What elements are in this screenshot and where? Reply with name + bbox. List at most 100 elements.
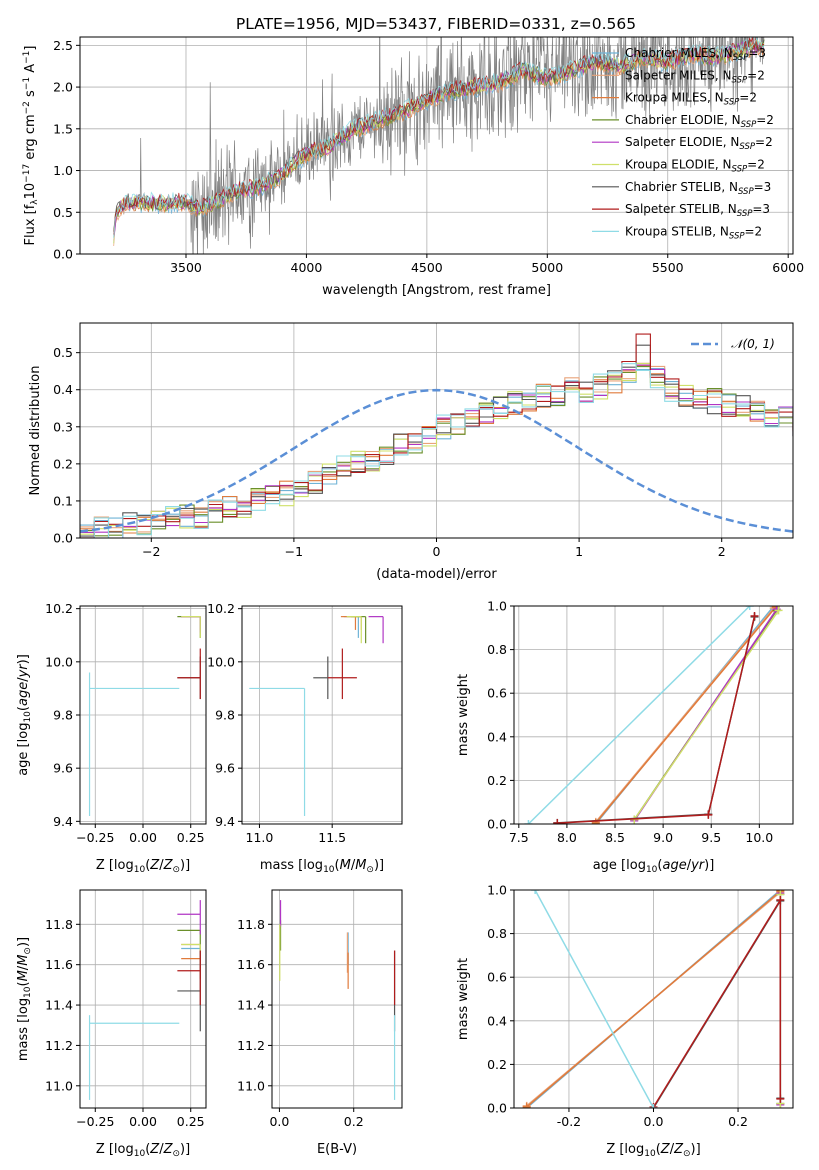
x-tick-label: 0.25	[177, 830, 205, 845]
y-tick-label: 0.3	[53, 419, 73, 434]
y-tick-label: 0.4	[487, 1013, 507, 1028]
y-axis-label: Normed distribution	[28, 366, 43, 496]
legend-entry: Salpeter ELODIE, NSSP=2	[625, 135, 773, 152]
y-tick-label: 0.8	[487, 642, 507, 657]
x-tick-label: 0.00	[129, 1114, 157, 1129]
x-axis-label: age [log10(age/yr)]	[593, 858, 715, 875]
x-tick-label: −0.25	[76, 1114, 114, 1129]
weight-line-kroupa-stelib	[527, 606, 751, 824]
x-tick-label: 11.0	[246, 830, 274, 845]
x-tick-label: 0.2	[344, 1114, 364, 1129]
weight-marker	[776, 896, 785, 905]
normal-distribution-curve	[80, 388, 793, 533]
plot-area	[88, 616, 201, 817]
weight-vs-age-panel: 7.5 8.0 8.5 9.0 9.5 10.0 0.0 0.2 0.4 0.6 0.8 1.0 age…	[456, 599, 794, 875]
x-tick-label: 10.0	[745, 830, 773, 845]
y-tick-label: 11.0	[45, 1078, 73, 1093]
y-tick-label: 11.0	[237, 1078, 265, 1093]
weight-marker	[522, 1102, 531, 1108]
legend-entry: Chabrier STELIB, NSSP=3	[625, 180, 771, 197]
y-axis-label: age [log10(age/yr)]	[16, 654, 33, 776]
y-tick-label: 10.0	[207, 654, 235, 669]
plot-area	[113, 37, 765, 254]
x-tick-label: 0.00	[129, 830, 157, 845]
y-tick-label: 11.8	[45, 917, 73, 932]
plot-area	[88, 900, 201, 1100]
y-tick-label: 11.8	[237, 917, 265, 932]
y-tick-label: 0.2	[487, 773, 507, 788]
x-tick-label: 1	[575, 544, 583, 559]
age-vs-mass-panel: 11.0 11.5 9.4 9.6 9.8 10.0 10.2 mass [log10(M/M…	[207, 601, 403, 875]
y-tick-label: 1.0	[53, 163, 73, 178]
figure-title: PLATE=1956, MJD=53437, FIBERID=0331, z=0…	[236, 15, 636, 33]
model-line-kroupa-stelib	[113, 37, 765, 238]
axes-frame	[79, 605, 207, 825]
x-tick-label: 0.0	[269, 1114, 289, 1129]
plot-area	[524, 606, 783, 824]
x-tick-label: 9.0	[653, 830, 673, 845]
x-tick-label: 8.0	[557, 830, 577, 845]
y-tick-label: 0.2	[487, 1057, 507, 1072]
y-tick-label: 9.8	[53, 708, 73, 723]
y-tick-label: 11.2	[237, 1038, 265, 1053]
axes: 11.0 11.5 9.4 9.6 9.8 10.0 10.2 mass [log10(M/M…	[207, 601, 403, 875]
y-tick-label: 0.0	[53, 247, 73, 262]
y-tick-label: 0.0	[53, 531, 73, 546]
weight-marker	[524, 820, 533, 824]
mass-vs-metallicity-panel: −0.25 0.00 0.25 11.0 11.2 11.4 11.6 11.8 Z [log1…	[16, 889, 207, 1159]
y-tick-label: 0.8	[487, 926, 507, 941]
y-tick-label: 1.0	[487, 883, 507, 898]
y-tick-label: 10.2	[45, 601, 73, 616]
x-axis-label: wavelength [Angstrom, rest frame]	[322, 283, 551, 298]
plot-area	[522, 890, 785, 1108]
y-tick-label: 11.2	[45, 1038, 73, 1053]
axes: 3500 4000 4500 5000 5500 6000 0.0 0.5 1.0 1.5 2.0 2…	[22, 36, 804, 298]
y-tick-label: 0.5	[53, 205, 73, 220]
residuals-panel: −2 −1 0 1 2 0.0 0.1 0.2 0.3 0.4 0.5 (data-model)/er…	[28, 322, 794, 582]
y-tick-label: 11.4	[237, 998, 265, 1013]
histogram-chabrier-stelib	[80, 344, 793, 537]
histogram-kroupa-stelib	[80, 363, 793, 538]
axes: -0.2 0.0 0.2 0.0 0.2 0.4 0.6 0.8 1.0 Z [log10(Z/Z…	[456, 883, 794, 1159]
x-tick-label: 0.2	[728, 1114, 748, 1129]
x-tick-label: −2	[142, 544, 160, 559]
axes: 7.5 8.0 8.5 9.0 9.5 10.0 0.0 0.2 0.4 0.6 0.8 1.0 age…	[456, 599, 794, 875]
y-axis-label: Flux [fλ10−17 erg cm−2 s−1 A−1]	[22, 46, 40, 246]
y-tick-label: 1.0	[487, 599, 507, 614]
x-tick-label: -0.2	[557, 1114, 581, 1129]
x-tick-label: 7.5	[509, 830, 529, 845]
axes: −0.25 0.00 0.25 9.4 9.6 9.8 10.0 10.2 Z [log10(Z…	[16, 601, 207, 875]
weight-line-kroupa-miles	[526, 890, 781, 1108]
x-tick-label: 3500	[170, 260, 202, 275]
weight-vs-metallicity-panel: -0.2 0.0 0.2 0.0 0.2 0.4 0.6 0.8 1.0 Z [log10(Z/Z…	[456, 883, 794, 1159]
model-line-salpeter-stelib	[113, 37, 765, 235]
axes: −2 −1 0 1 2 0.0 0.1 0.2 0.3 0.4 0.5 (data-model)/er…	[28, 322, 794, 582]
axes-frame	[79, 889, 207, 1109]
x-tick-label: 8.5	[605, 830, 625, 845]
x-tick-label: 9.5	[701, 830, 721, 845]
y-tick-label: 10.2	[207, 601, 235, 616]
axes-frame	[79, 322, 794, 539]
spectrum-panel: 3500 4000 4500 5000 5500 6000 0.0 0.5 1.0 1.5 2.0 2…	[22, 36, 804, 298]
age-vs-metallicity-panel: −0.25 0.00 0.25 9.4 9.6 9.8 10.0 10.2 Z [log10(Z…	[16, 601, 207, 875]
mass-vs-extinction-panel: 0.0 0.2 11.0 11.2 11.4 11.6 11.8 E(B-V)	[237, 889, 403, 1157]
weight-line-salpeter-stelib	[557, 615, 756, 824]
axes-frame	[513, 889, 794, 1109]
y-tick-label: 0.0	[487, 1101, 507, 1116]
y-tick-label: 9.4	[53, 814, 73, 829]
x-tick-label: −0.25	[76, 830, 114, 845]
weight-line-chabrier-stelib	[557, 616, 756, 824]
x-tick-label: 0.0	[644, 1114, 664, 1129]
plot-area	[249, 616, 384, 817]
y-tick-label: 0.5	[53, 345, 73, 360]
y-tick-label: 0.6	[487, 686, 507, 701]
weight-line-kroupa-stelib	[534, 890, 655, 1108]
y-axis-label: mass [log10(M/M⊙)]	[16, 937, 33, 1061]
model-line-chabrier-stelib	[113, 39, 765, 232]
y-tick-label: 1.5	[53, 121, 73, 136]
y-axis-label: mass weight	[456, 958, 471, 1040]
x-tick-label: 4000	[291, 260, 323, 275]
x-tick-label: 2	[718, 544, 726, 559]
weight-marker	[750, 612, 759, 621]
